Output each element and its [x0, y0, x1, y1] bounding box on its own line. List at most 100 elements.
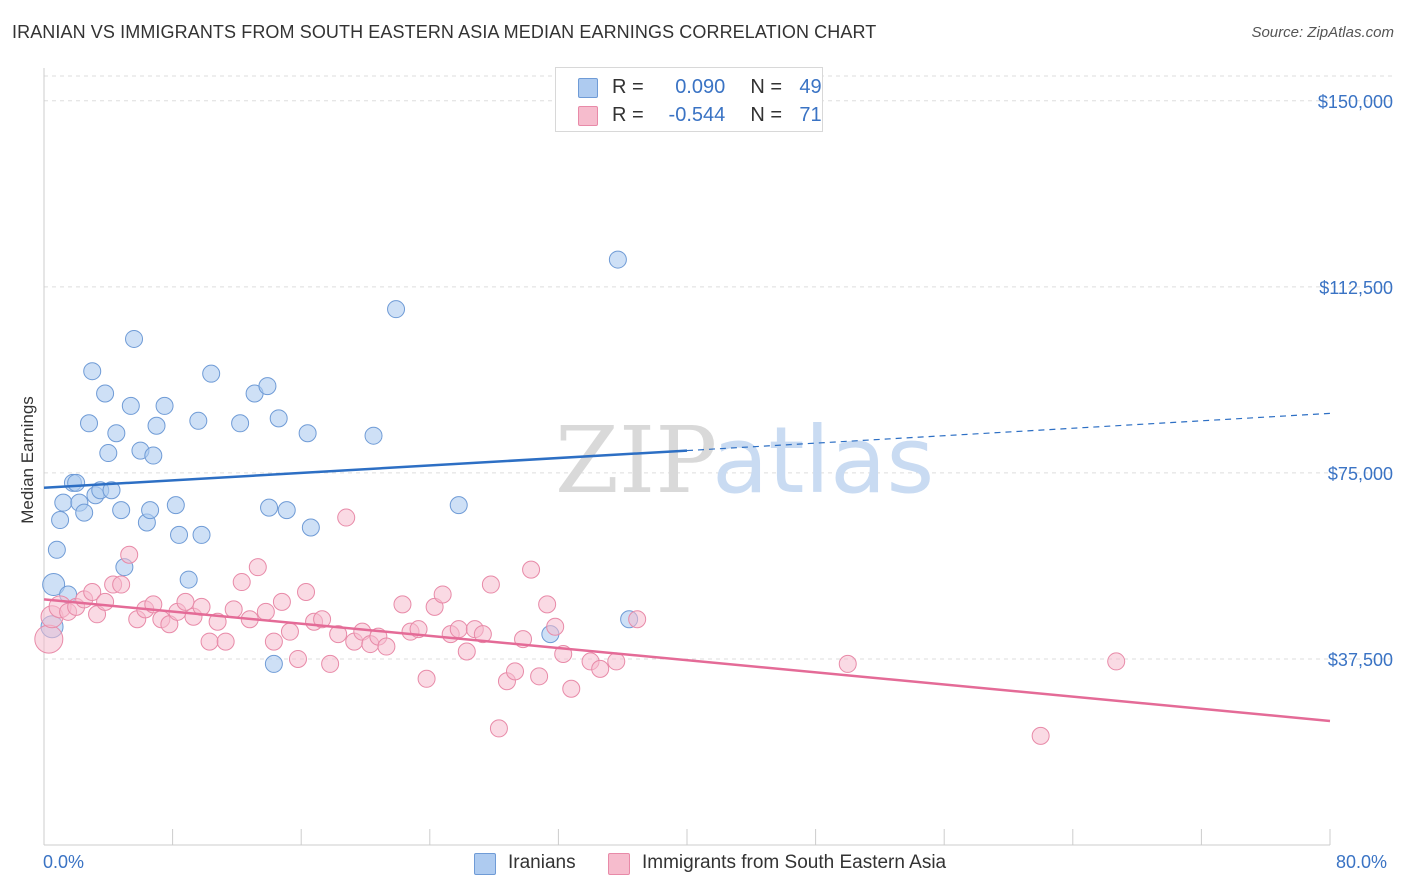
- point-sea: [433, 585, 452, 604]
- x-tick-min: 0.0%: [43, 852, 85, 872]
- legend-swatch-pink: [578, 106, 598, 126]
- point-iranians: [155, 396, 174, 415]
- point-sea: [473, 625, 492, 644]
- point-iranians: [170, 525, 189, 544]
- legend-r-label: R =: [612, 104, 644, 126]
- point-sea: [337, 508, 356, 527]
- point-iranians: [47, 540, 66, 559]
- point-sea: [538, 595, 557, 614]
- y-axis-label: Median Earnings: [18, 396, 37, 524]
- y-tick-labels: $37,500 $75,000 $112,500 $150,000: [1318, 92, 1393, 670]
- point-iranians: [112, 501, 131, 520]
- legend-label-iranians: Iranians: [508, 852, 576, 873]
- watermark-atlas: atlas: [712, 407, 934, 514]
- trend-line-iranians: [43, 449, 688, 490]
- y-tick-label: $37,500: [1328, 650, 1393, 670]
- point-sea: [297, 582, 316, 601]
- y-tick-label: $112,500: [1319, 278, 1393, 298]
- point-iranians: [269, 409, 288, 428]
- point-iranians: [51, 511, 70, 530]
- point-sea: [224, 600, 243, 619]
- trend-extension-iranians: [686, 412, 1331, 452]
- legend-r-label: R =: [612, 76, 644, 98]
- series-legend: Iranians Immigrants from South Eastern A…: [474, 852, 994, 876]
- grid-lines: [44, 75, 1395, 660]
- point-sea: [481, 575, 500, 594]
- point-iranians: [96, 384, 115, 403]
- y-tick-label: $150,000: [1318, 92, 1393, 112]
- point-sea: [83, 582, 102, 601]
- point-sea: [591, 659, 610, 678]
- point-iranians: [107, 424, 126, 443]
- point-sea: [489, 719, 508, 738]
- point-sea: [272, 592, 291, 611]
- watermark-zip: ZIP: [555, 407, 717, 514]
- point-sea: [505, 662, 524, 681]
- point-iranians: [102, 481, 121, 500]
- point-sea: [562, 679, 581, 698]
- point-iranians: [147, 416, 166, 435]
- point-iranians: [166, 496, 185, 515]
- legend-n-value: 49: [799, 76, 822, 98]
- point-iranians: [192, 525, 211, 544]
- point-sea: [256, 602, 275, 621]
- point-iranians: [75, 503, 94, 522]
- series-sea-points: [34, 508, 1126, 745]
- x-tick-max: 80.0%: [1336, 852, 1388, 872]
- point-sea: [449, 620, 468, 639]
- legend-n-value: 71: [799, 104, 822, 126]
- point-iranians: [67, 473, 86, 492]
- point-iranians: [121, 396, 140, 415]
- point-sea: [208, 612, 227, 631]
- point-iranians: [141, 501, 160, 520]
- point-iranians: [298, 424, 317, 443]
- legend-label-sea: Immigrants from South Eastern Asia: [642, 852, 947, 873]
- legend-r-value: 0.090: [675, 76, 726, 98]
- legend-swatch-blue: [578, 78, 598, 98]
- point-sea: [313, 610, 332, 629]
- point-sea: [628, 610, 647, 629]
- point-iranians: [387, 300, 406, 319]
- point-sea: [112, 575, 131, 594]
- point-sea: [393, 595, 412, 614]
- point-iranians: [364, 426, 383, 445]
- point-sea: [546, 617, 565, 636]
- point-iranians: [144, 446, 163, 465]
- legend-n-label: N =: [750, 76, 783, 98]
- point-sea: [1107, 652, 1126, 671]
- point-sea: [264, 632, 283, 651]
- point-iranians: [264, 654, 283, 673]
- point-sea: [120, 545, 139, 564]
- y-tick-label: $75,000: [1328, 464, 1393, 484]
- point-sea: [530, 667, 549, 686]
- point-iranians: [42, 573, 66, 597]
- point-sea: [232, 573, 251, 592]
- trend-line-sea: [43, 598, 1331, 723]
- point-sea: [280, 622, 299, 641]
- point-iranians: [260, 498, 279, 517]
- point-sea: [248, 558, 267, 577]
- point-sea: [377, 637, 396, 656]
- point-sea: [321, 654, 340, 673]
- point-sea: [200, 632, 219, 651]
- legend-swatch-sea: [608, 853, 630, 875]
- legend-swatch-iranians: [474, 853, 496, 875]
- legend-r-value: -0.544: [668, 104, 726, 126]
- point-sea: [288, 649, 307, 668]
- point-sea: [838, 654, 857, 673]
- point-iranians: [125, 329, 144, 348]
- point-sea: [522, 560, 541, 579]
- point-iranians: [231, 414, 250, 433]
- watermark: ZIP atlas: [555, 407, 934, 514]
- point-iranians: [277, 501, 296, 520]
- point-iranians: [83, 362, 102, 381]
- point-iranians: [99, 444, 118, 463]
- point-sea: [457, 642, 476, 661]
- axes: [43, 68, 1331, 846]
- point-iranians: [258, 377, 277, 396]
- point-iranians: [608, 250, 627, 269]
- point-iranians: [202, 364, 221, 383]
- point-iranians: [54, 493, 73, 512]
- point-iranians: [189, 411, 208, 430]
